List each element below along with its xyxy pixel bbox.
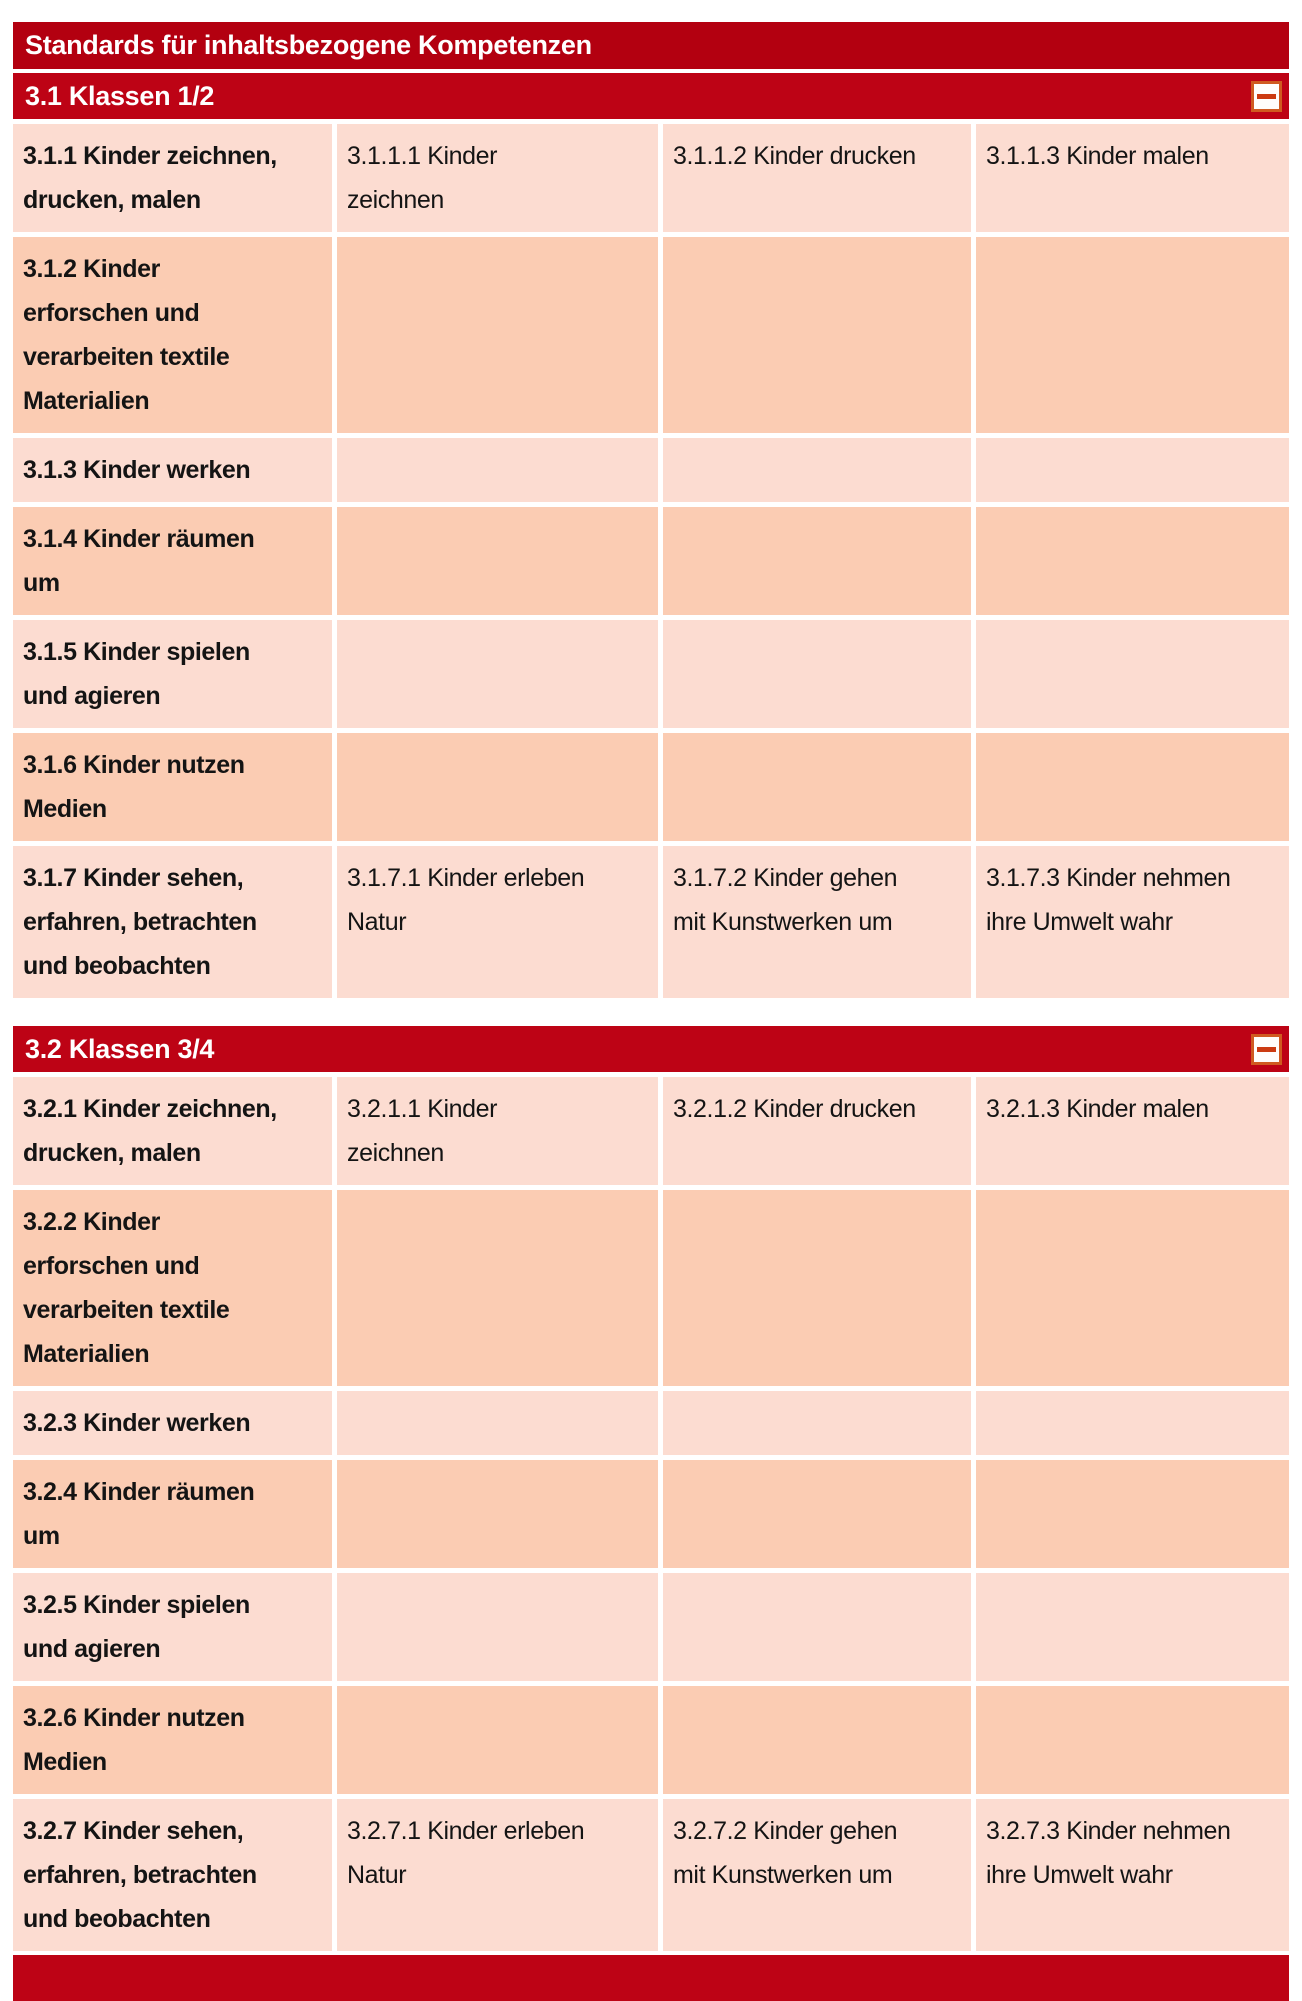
table-row: 3.2.3 Kinder werken — [13, 1391, 1289, 1455]
table-cell — [976, 733, 1289, 841]
table-row: 3.2.4 Kinder räumen um — [13, 1460, 1289, 1568]
table-cell — [663, 620, 971, 728]
table-cell — [663, 1190, 971, 1386]
table-cell: 3.2.1 Kinder zeichnen, drucken, malen — [13, 1077, 332, 1185]
table-cell — [337, 1686, 658, 1794]
table-cell: 3.2.7.2 Kinder gehen mit Kunstwerken um — [663, 1799, 971, 1951]
table-row: 3.1.5 Kinder spielen und agieren — [13, 620, 1289, 728]
main-header-bar: Standards für inhaltsbezogene Kompetenze… — [13, 22, 1289, 69]
table-cell — [976, 1391, 1289, 1455]
table-cell — [337, 1391, 658, 1455]
table-cell: 3.2.5 Kinder spielen und agieren — [13, 1573, 332, 1681]
table-cell: 3.2.7.3 Kinder nehmen ihre Umwelt wahr — [976, 1799, 1289, 1951]
table-cell: 3.1.4 Kinder räumen um — [13, 507, 332, 615]
table-cell — [663, 438, 971, 502]
table-cell — [663, 1686, 971, 1794]
minus-icon — [1257, 93, 1276, 99]
next-section-header-partial[interactable] — [13, 1955, 1289, 2001]
table-cell — [663, 237, 971, 433]
table-cell — [663, 507, 971, 615]
table-cell: 3.1.7.2 Kinder gehen mit Kunstwerken um — [663, 846, 971, 998]
table-cell — [663, 1573, 971, 1681]
table-cell: 3.1.3 Kinder werken — [13, 438, 332, 502]
table-row: 3.1.4 Kinder räumen um — [13, 507, 1289, 615]
table-cell — [663, 1460, 971, 1568]
table-row: 3.1.2 Kinder erforschen und verarbeiten … — [13, 237, 1289, 433]
section-3-2: 3.2 Klassen 3/4 3.2.1 Kinder zeichnen, d… — [13, 1026, 1289, 1951]
page-title: Standards für inhaltsbezogene Kompetenze… — [25, 30, 592, 60]
table-cell: 3.1.5 Kinder spielen und agieren — [13, 620, 332, 728]
table-cell — [337, 507, 658, 615]
table-cell: 3.2.4 Kinder räumen um — [13, 1460, 332, 1568]
table-cell — [337, 620, 658, 728]
table-cell — [976, 1686, 1289, 1794]
table-cell: 3.1.1.3 Kinder malen — [976, 124, 1289, 232]
table-cell: 3.1.7.1 Kinder erleben Natur — [337, 846, 658, 998]
table-cell: 3.2.1.1 Kinder zeichnen — [337, 1077, 658, 1185]
standards-page: Standards für inhaltsbezogene Kompetenze… — [13, 22, 1289, 2001]
section-3-2-table: 3.2.1 Kinder zeichnen, drucken, malen 3.… — [13, 1077, 1289, 1951]
table-cell: 3.2.2 Kinder erforschen und verarbeiten … — [13, 1190, 332, 1386]
table-cell: 3.2.7 Kinder sehen, erfahren, betrachten… — [13, 1799, 332, 1951]
table-cell — [976, 1190, 1289, 1386]
minus-icon — [1257, 1046, 1276, 1052]
table-cell — [337, 438, 658, 502]
table-row: 3.2.2 Kinder erforschen und verarbeiten … — [13, 1190, 1289, 1386]
collapse-button-3-1[interactable] — [1251, 80, 1282, 112]
section-header-3-2[interactable]: 3.2 Klassen 3/4 — [13, 1026, 1289, 1072]
table-cell — [976, 438, 1289, 502]
section-header-3-1[interactable]: 3.1 Klassen 1/2 — [13, 73, 1289, 119]
table-row: 3.1.3 Kinder werken — [13, 438, 1289, 502]
table-cell — [337, 1573, 658, 1681]
table-row: 3.2.1 Kinder zeichnen, drucken, malen 3.… — [13, 1077, 1289, 1185]
section-title-3-1: 3.1 Klassen 1/2 — [25, 80, 215, 111]
table-cell — [337, 1190, 658, 1386]
table-cell: 3.1.1.1 Kinder zeichnen — [337, 124, 658, 232]
section-3-1: 3.1 Klassen 1/2 3.1.1 Kinder zeichnen, d… — [13, 73, 1289, 998]
section-title-3-2: 3.2 Klassen 3/4 — [25, 1033, 215, 1064]
table-cell — [976, 620, 1289, 728]
table-cell: 3.2.3 Kinder werken — [13, 1391, 332, 1455]
table-cell: 3.1.2 Kinder erforschen und verarbeiten … — [13, 237, 332, 433]
table-row: 3.2.5 Kinder spielen und agieren — [13, 1573, 1289, 1681]
table-cell — [976, 237, 1289, 433]
table-row: 3.1.6 Kinder nutzen Medien — [13, 733, 1289, 841]
table-cell: 3.1.6 Kinder nutzen Medien — [13, 733, 332, 841]
table-row: 3.1.1 Kinder zeichnen, drucken, malen 3.… — [13, 124, 1289, 232]
table-cell: 3.1.1.2 Kinder drucken — [663, 124, 971, 232]
table-cell — [337, 733, 658, 841]
table-cell — [976, 1573, 1289, 1681]
table-cell: 3.2.7.1 Kinder erleben Natur — [337, 1799, 658, 1951]
collapse-button-3-2[interactable] — [1251, 1033, 1282, 1065]
table-row: 3.2.6 Kinder nutzen Medien — [13, 1686, 1289, 1794]
table-cell: 3.1.1 Kinder zeichnen, drucken, malen — [13, 124, 332, 232]
table-cell — [337, 1460, 658, 1568]
table-cell: 3.2.1.3 Kinder malen — [976, 1077, 1289, 1185]
table-cell — [976, 507, 1289, 615]
table-row: 3.2.7 Kinder sehen, erfahren, betrachten… — [13, 1799, 1289, 1951]
table-cell: 3.1.7 Kinder sehen, erfahren, betrachten… — [13, 846, 332, 998]
table-cell — [337, 237, 658, 433]
table-cell — [976, 1460, 1289, 1568]
section-3-1-table: 3.1.1 Kinder zeichnen, drucken, malen 3.… — [13, 124, 1289, 998]
table-cell — [663, 733, 971, 841]
table-cell: 3.1.7.3 Kinder nehmen ihre Umwelt wahr — [976, 846, 1289, 998]
table-cell: 3.2.1.2 Kinder drucken — [663, 1077, 971, 1185]
table-row: 3.1.7 Kinder sehen, erfahren, betrachten… — [13, 846, 1289, 998]
table-cell: 3.2.6 Kinder nutzen Medien — [13, 1686, 332, 1794]
table-cell — [663, 1391, 971, 1455]
